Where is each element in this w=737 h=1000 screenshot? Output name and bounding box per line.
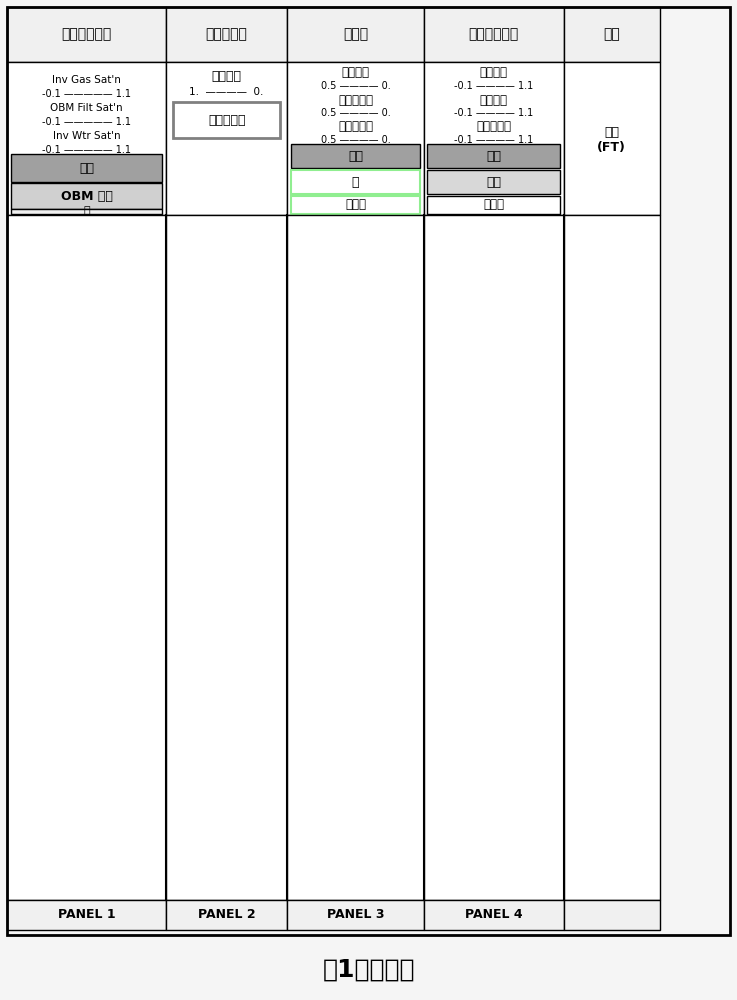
Text: 孔隙度: 孔隙度 <box>343 27 368 41</box>
Text: PANEL 3: PANEL 3 <box>326 908 385 922</box>
Text: -0.1 ————— 1.1: -0.1 ————— 1.1 <box>42 89 131 99</box>
Text: 深度
(FT): 深度 (FT) <box>597 126 626 154</box>
Text: 页岩占比: 页岩占比 <box>480 66 508 79</box>
Text: 总孔隙度: 总孔隙度 <box>342 66 369 79</box>
Text: OBM Filt Sat'n: OBM Filt Sat'n <box>50 103 123 113</box>
Text: 未扰动气体: 未扰动气体 <box>208 113 245 126</box>
Text: 水饱和度: 水饱和度 <box>212 70 242 83</box>
Text: X0700: X0700 <box>593 744 632 754</box>
Text: -0.1 ————— 1.1: -0.1 ————— 1.1 <box>42 145 131 155</box>
Text: X0400: X0400 <box>593 333 632 343</box>
Text: 0.5 ———— 0.: 0.5 ———— 0. <box>321 81 391 91</box>
Text: 气体: 气体 <box>348 149 363 162</box>
Text: 有效孔隙度: 有效孔隙度 <box>476 120 511 133</box>
Text: X0500: X0500 <box>593 470 632 480</box>
Text: 有效饱和度: 有效饱和度 <box>206 27 248 41</box>
Text: 水: 水 <box>352 176 360 188</box>
Text: 水: 水 <box>83 206 90 216</box>
Text: -0.1 ———— 1.1: -0.1 ———— 1.1 <box>454 81 534 91</box>
Text: -0.1 ————— 1.1: -0.1 ————— 1.1 <box>42 117 131 127</box>
Text: 砂粒占比: 砂粒占比 <box>480 94 508 106</box>
Text: 页岩: 页岩 <box>486 149 501 162</box>
Text: 砂粒: 砂粒 <box>486 176 501 188</box>
Text: Inv Wtr Sat'n: Inv Wtr Sat'n <box>53 131 120 141</box>
Text: PANEL 2: PANEL 2 <box>198 908 256 922</box>
Text: -0.1 ———— 1.1: -0.1 ———— 1.1 <box>454 135 534 145</box>
Text: 0.5 ———— 0.: 0.5 ———— 0. <box>321 135 391 145</box>
Text: 岩石和孔隙度: 岩石和孔隙度 <box>469 27 519 41</box>
Text: 0.5 ———— 0.: 0.5 ———— 0. <box>321 108 391 118</box>
Text: X0800: X0800 <box>593 861 632 871</box>
Text: 结合水: 结合水 <box>345 198 366 212</box>
Text: 侵入带饱和度: 侵入带饱和度 <box>61 27 112 41</box>
Text: 深度: 深度 <box>604 27 620 41</box>
Text: PANEL 4: PANEL 4 <box>465 908 523 922</box>
Text: 气体: 气体 <box>79 161 94 174</box>
Text: 孔隙度: 孔隙度 <box>483 198 504 212</box>
Text: PANEL 1: PANEL 1 <box>57 908 116 922</box>
Text: 有效孔隙度: 有效孔隙度 <box>338 94 373 106</box>
Text: X0600: X0600 <box>593 607 632 617</box>
Text: -0.1 ———— 1.1: -0.1 ———— 1.1 <box>454 108 534 118</box>
Text: 图1（常规）: 图1（常规） <box>322 958 415 982</box>
Text: 总体体积水: 总体体积水 <box>338 120 373 133</box>
Text: OBM 滤液: OBM 滤液 <box>60 190 113 202</box>
Text: Inv Gas Sat'n: Inv Gas Sat'n <box>52 75 121 85</box>
Text: 1.  ————  0.: 1. ———— 0. <box>189 87 264 97</box>
